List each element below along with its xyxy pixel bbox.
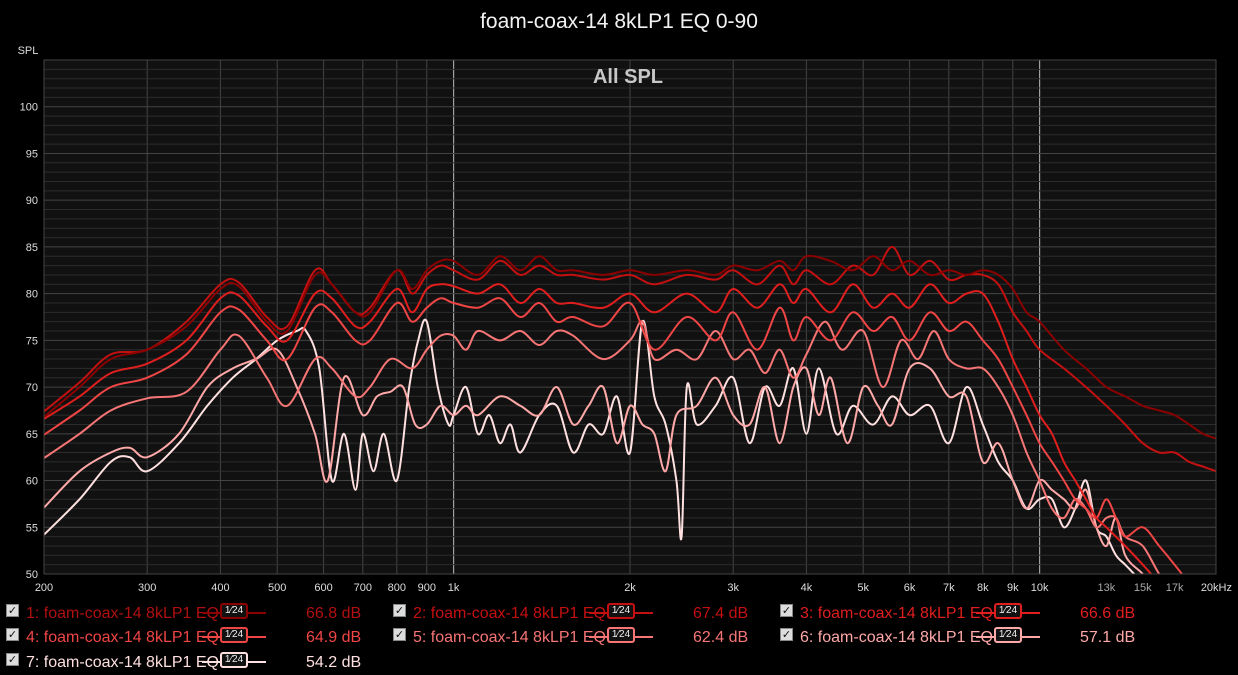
series-line-7 [44, 318, 1136, 574]
y-tick-label: 80 [26, 289, 38, 301]
x-tick-label: 400 [211, 582, 229, 594]
y-tick-label: 90 [26, 195, 38, 207]
series-line-4 [44, 297, 1184, 574]
legend-smoothing-swatch[interactable]: 1⁄24 [589, 627, 653, 645]
curves [44, 245, 1216, 574]
legend-checkbox[interactable]: ✓ [6, 604, 19, 617]
y-tick-label: 60 [26, 476, 38, 488]
x-tick-label: 5k [857, 582, 869, 594]
legend-label: 7: foam-coax-14 8kLP1 EQ 90 [26, 654, 242, 671]
x-tick-label: 2k [624, 582, 636, 594]
chart-subtitle: All SPL [593, 66, 663, 88]
x-tick-label: 600 [314, 582, 332, 594]
chart-title: foam-coax-14 8kLP1 EQ 0-90 [480, 10, 758, 33]
legend-item[interactable]: ✓ 2: foam-coax-14 8kLP1 EQ 15 1⁄24 67.4 dB [393, 602, 773, 622]
legend-smoothing-swatch[interactable]: 1⁄24 [202, 652, 266, 670]
legend-level: 62.4 dB [693, 629, 749, 646]
x-tick-label: 700 [354, 582, 372, 594]
legend-level: 66.8 dB [306, 605, 362, 622]
legend-item[interactable]: ✓ 7: foam-coax-14 8kLP1 EQ 90 1⁄24 54.2 dB [6, 651, 386, 671]
x-tick-label: 800 [388, 582, 406, 594]
legend-smoothing-swatch[interactable]: 1⁄24 [976, 627, 1040, 645]
plot-area: 50 55 60 65 70 75 80 85 90 95 100 200 300 400 500 600 70… [18, 45, 1232, 594]
legend-checkbox[interactable]: ✓ [780, 604, 793, 617]
x-tick-label: 9k [1007, 582, 1019, 594]
y-tick-label: 70 [26, 382, 38, 394]
legend-smoothing-label: 1⁄24 [994, 603, 1022, 619]
legend-checkbox[interactable]: ✓ [393, 604, 406, 617]
legend-level: 64.9 dB [306, 629, 362, 646]
legend-item[interactable]: ✓ 6: foam-coax-14 8kLP1 EQ 75 1⁄24 57.1 dB [780, 626, 1160, 646]
legend-label: 4: foam-coax-14 8kLP1 EQ 45 [26, 629, 242, 646]
y-tick-label: 100 [20, 102, 38, 114]
x-tick-label: 4k [801, 582, 813, 594]
y-tick-label: 85 [26, 242, 38, 254]
axis-ticks: 50 55 60 65 70 75 80 85 90 95 100 200 300 400 500 600 70… [20, 102, 1232, 594]
legend-label: 3: foam-coax-14 8kLP1 EQ 30 [800, 605, 1016, 622]
y-tick-label: 55 [26, 522, 38, 534]
x-tick-label: 13k [1097, 582, 1115, 594]
grid [44, 60, 1216, 574]
x-tick-label: 500 [268, 582, 286, 594]
y-axis-label: SPL [18, 45, 39, 57]
legend-item[interactable]: ✓ 5: foam-coax-14 8kLP1 EQ 60 1⁄24 62.4 dB [393, 626, 773, 646]
legend-smoothing-label: 1⁄24 [994, 627, 1022, 643]
y-tick-label: 75 [26, 335, 38, 347]
legend-smoothing-label: 1⁄24 [220, 652, 248, 668]
legend-checkbox[interactable]: ✓ [393, 628, 406, 641]
legend-smoothing-label: 1⁄24 [607, 603, 635, 619]
series-line-2 [44, 245, 1216, 473]
legend-level: 66.6 dB [1080, 605, 1136, 622]
legend-level: 67.4 dB [693, 605, 749, 622]
legend-label: 2: foam-coax-14 8kLP1 EQ 15 [413, 605, 629, 622]
x-tick-label: 300 [138, 582, 156, 594]
x-tick-label: 6k [904, 582, 916, 594]
x-tick-label: 7k [943, 582, 955, 594]
x-tick-label: 10k [1031, 582, 1049, 594]
legend-smoothing-swatch[interactable]: 1⁄24 [976, 603, 1040, 621]
legend-item[interactable]: ✓ 3: foam-coax-14 8kLP1 EQ 30 1⁄24 66.6 dB [780, 602, 1160, 622]
legend-smoothing-swatch[interactable]: 1⁄24 [589, 603, 653, 621]
series-line-1 [44, 254, 1216, 440]
legend-smoothing-swatch[interactable]: 1⁄24 [202, 603, 266, 621]
y-tick-label: 95 [26, 148, 38, 160]
legend-smoothing-label: 1⁄24 [220, 603, 248, 619]
legend-checkbox[interactable]: ✓ [780, 628, 793, 641]
legend-checkbox[interactable]: ✓ [6, 628, 19, 641]
legend-checkbox[interactable]: ✓ [6, 653, 19, 666]
legend-item[interactable]: ✓ 4: foam-coax-14 8kLP1 EQ 45 1⁄24 64.9 dB [6, 626, 386, 646]
series-line-5 [44, 320, 1161, 574]
legend-level: 57.1 dB [1080, 629, 1136, 646]
legend-level: 54.2 dB [306, 654, 362, 671]
x-tick-label: 200 [35, 582, 53, 594]
y-tick-label: 50 [26, 569, 38, 581]
series-line-6 [44, 347, 1145, 574]
plot-frame [43, 59, 1217, 575]
legend-smoothing-label: 1⁄24 [607, 627, 635, 643]
x-tick-label: 3k [727, 582, 739, 594]
legend-smoothing-swatch[interactable]: 1⁄24 [202, 627, 266, 645]
legend-smoothing-label: 1⁄24 [220, 627, 248, 643]
x-tick-label: 17k [1166, 582, 1184, 594]
x-tick-label: 8k [977, 582, 989, 594]
series-line-3 [44, 283, 1153, 574]
x-tick-label: 20kHz [1201, 582, 1232, 594]
x-tick-label: 900 [418, 582, 436, 594]
legend-label: 1: foam-coax-14 8kLP1 EQ 0 [26, 605, 233, 622]
x-tick-label: 15k [1134, 582, 1152, 594]
legend-label: 6: foam-coax-14 8kLP1 EQ 75 [800, 629, 1016, 646]
y-tick-label: 65 [26, 429, 38, 441]
legend-label: 5: foam-coax-14 8kLP1 EQ 60 [413, 629, 629, 646]
legend-item[interactable]: ✓ 1: foam-coax-14 8kLP1 EQ 0 1⁄24 66.8 dB [6, 602, 386, 622]
x-tick-label: 1k [448, 582, 460, 594]
